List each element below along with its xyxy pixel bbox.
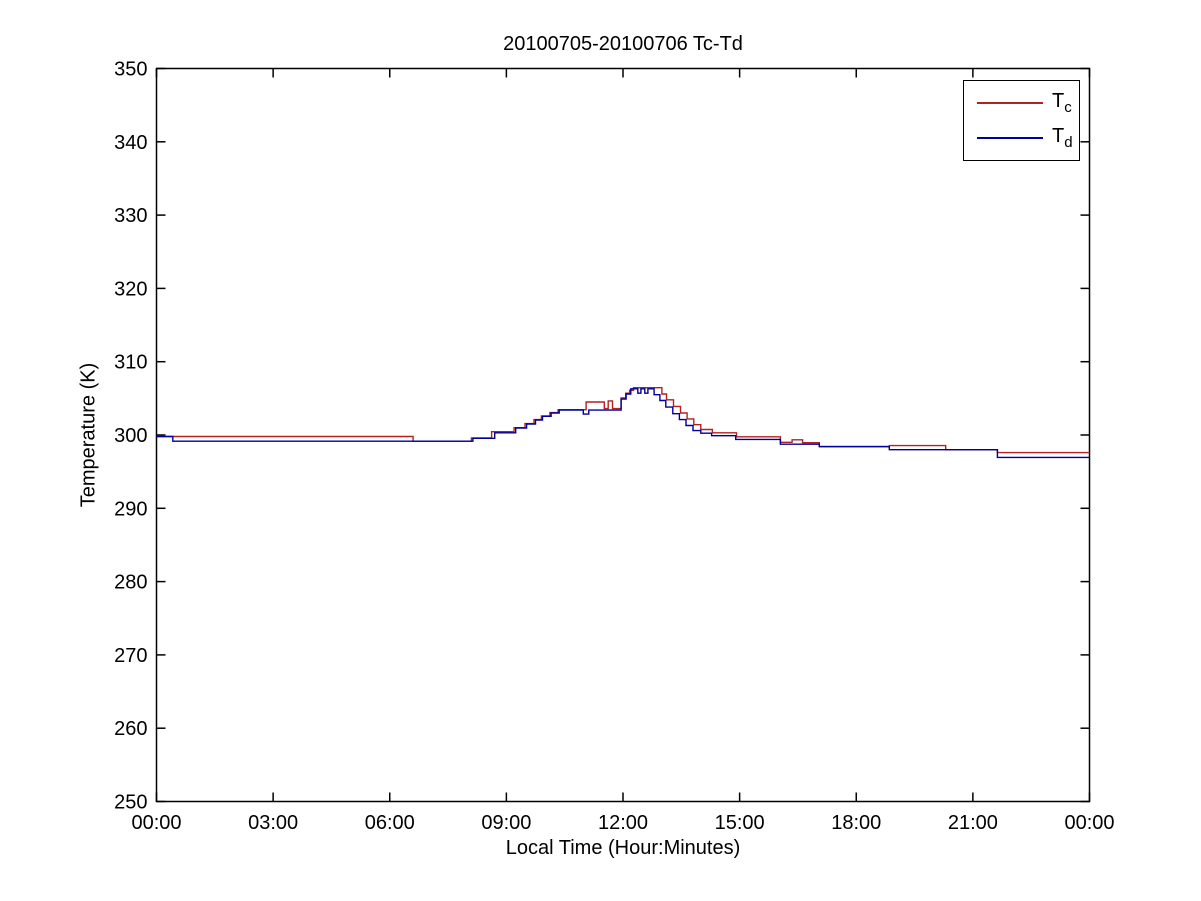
series-line-Td xyxy=(156,388,1090,459)
axes-box xyxy=(155,67,1091,803)
series-line-Tc xyxy=(156,387,1090,454)
y-tick-label: 310 xyxy=(114,352,147,374)
y-tick-label: 250 xyxy=(114,792,147,814)
y-tick-label: 330 xyxy=(114,205,147,227)
x-tick-label: 18:00 xyxy=(831,812,881,834)
legend: Tc Td xyxy=(963,80,1080,161)
y-tick-label: 350 xyxy=(114,59,147,81)
x-tick-label: 00:00 xyxy=(1064,812,1114,834)
x-tick-label: 00:00 xyxy=(131,812,181,834)
x-tick-label: 21:00 xyxy=(948,812,998,834)
y-tick-label: 280 xyxy=(114,572,147,594)
y-tick-label: 290 xyxy=(114,498,147,520)
legend-item-tc: Tc xyxy=(964,86,1079,120)
legend-label-td: Td xyxy=(1052,125,1073,152)
x-axis-label: Local Time (Hour:Minutes) xyxy=(505,837,741,859)
x-tick-label: 15:00 xyxy=(715,812,765,834)
x-tick-label: 06:00 xyxy=(365,812,415,834)
x-tick-label: 12:00 xyxy=(598,812,648,834)
y-tick-label: 320 xyxy=(114,278,147,300)
y-tick-label: 340 xyxy=(114,132,147,154)
legend-item-td: Td xyxy=(964,121,1079,155)
chart-title: 20100705-20100706 Tc-Td xyxy=(503,33,743,55)
y-tick-label: 300 xyxy=(114,425,147,447)
y-tick-label: 270 xyxy=(114,645,147,667)
x-tick-label: 09:00 xyxy=(481,812,531,834)
y-tick-label: 260 xyxy=(114,718,147,740)
legend-label-tc: Tc xyxy=(1052,89,1072,116)
td-line-swatch xyxy=(977,137,1043,140)
tc-line-swatch xyxy=(977,101,1043,104)
x-tick-label: 03:00 xyxy=(248,812,298,834)
